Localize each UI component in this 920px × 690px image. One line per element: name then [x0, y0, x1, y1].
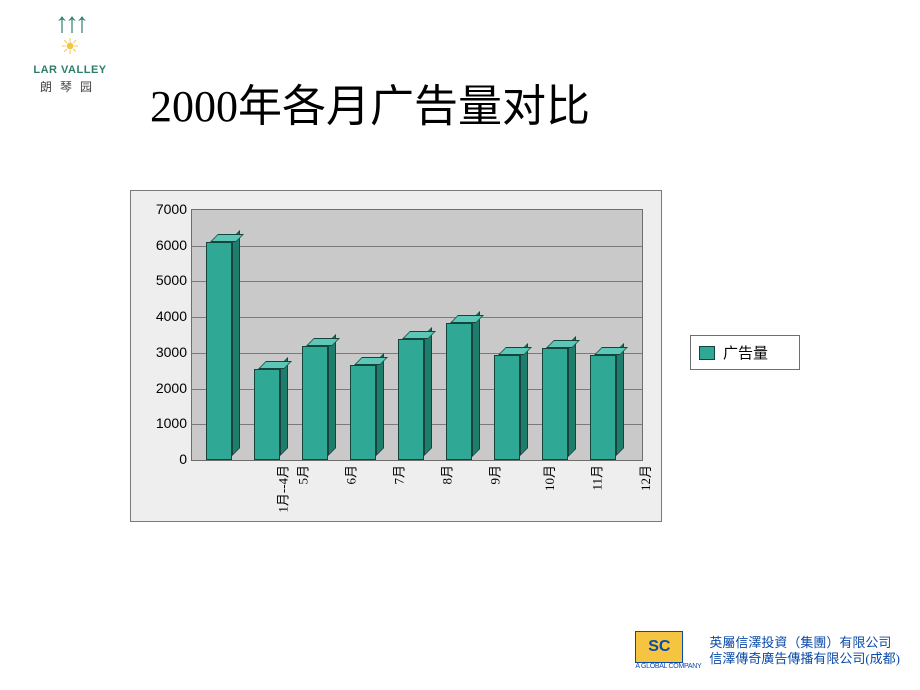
y-tick-label: 3000 — [137, 344, 187, 360]
legend: 广告量 — [690, 335, 800, 370]
footer-line-2: 信澤傳奇廣告傳播有限公司(成都) — [709, 651, 900, 667]
x-tick-label: 10月 — [539, 465, 558, 491]
footer-company-text: 英屬信澤投資（集團）有限公司 信澤傳奇廣告傳播有限公司(成都) — [709, 635, 900, 667]
x-tick-label: 1月--4月 — [273, 465, 292, 513]
bar — [350, 365, 376, 460]
legend-item: 广告量 — [699, 342, 791, 363]
bar — [494, 355, 520, 460]
y-tick-label: 4000 — [137, 308, 187, 324]
x-tick-label: 5月 — [293, 465, 312, 485]
bar — [254, 369, 280, 460]
footer-logo-text: SC — [648, 638, 670, 656]
bar — [446, 323, 472, 461]
x-tick-label: 9月 — [485, 465, 504, 485]
logo-text-en: LAR VALLEY — [20, 64, 120, 76]
y-tick-label: 1000 — [137, 415, 187, 431]
y-tick-label: 5000 — [137, 272, 187, 288]
x-tick-label: 7月 — [389, 465, 408, 485]
slide-title: 2000年各月广告量对比 — [150, 70, 590, 134]
x-tick-label: 11月 — [587, 465, 606, 491]
bar — [542, 348, 568, 461]
y-tick-label: 2000 — [137, 380, 187, 396]
footer-logo-block: SC A GLOBAL COMPANY — [635, 631, 701, 670]
x-tick-label: 8月 — [437, 465, 456, 485]
legend-label: 广告量 — [723, 342, 768, 363]
bars — [192, 210, 642, 460]
legend-swatch — [699, 346, 715, 360]
chart-box: 0 1000 2000 3000 4000 5000 6000 7000 1月--4月5月 6月… — [130, 190, 662, 522]
top-left-logo: ↑↑↑ ☀ LAR VALLEY 朗琴园 — [20, 10, 120, 95]
y-tick-label: 6000 — [137, 237, 187, 253]
slide: ↑↑↑ ☀ LAR VALLEY 朗琴园 2000年各月广告量对比 0 1000 2… — [0, 0, 920, 690]
footer-logo-icon: SC — [635, 631, 683, 663]
footer-logo-sub: A GLOBAL COMPANY — [635, 663, 701, 670]
bar — [590, 355, 616, 460]
chart-container: 0 1000 2000 3000 4000 5000 6000 7000 1月--4月5月 6月… — [130, 190, 830, 530]
bar — [398, 339, 424, 460]
footer-line-1: 英屬信澤投資（集團）有限公司 — [709, 635, 900, 651]
x-tick-label: 6月 — [341, 465, 360, 485]
x-tick-label: 12月 — [635, 465, 654, 491]
y-tick-label: 7000 — [137, 201, 187, 217]
logo-sun-icon: ☀ — [60, 34, 80, 60]
y-tick-label: 0 — [137, 451, 187, 467]
bar — [206, 242, 232, 460]
footer: SC A GLOBAL COMPANY 英屬信澤投資（集團）有限公司 信澤傳奇廣… — [635, 631, 900, 670]
logo-text-cn: 朗琴园 — [20, 78, 120, 95]
bar — [302, 346, 328, 460]
plot-area — [191, 209, 643, 461]
